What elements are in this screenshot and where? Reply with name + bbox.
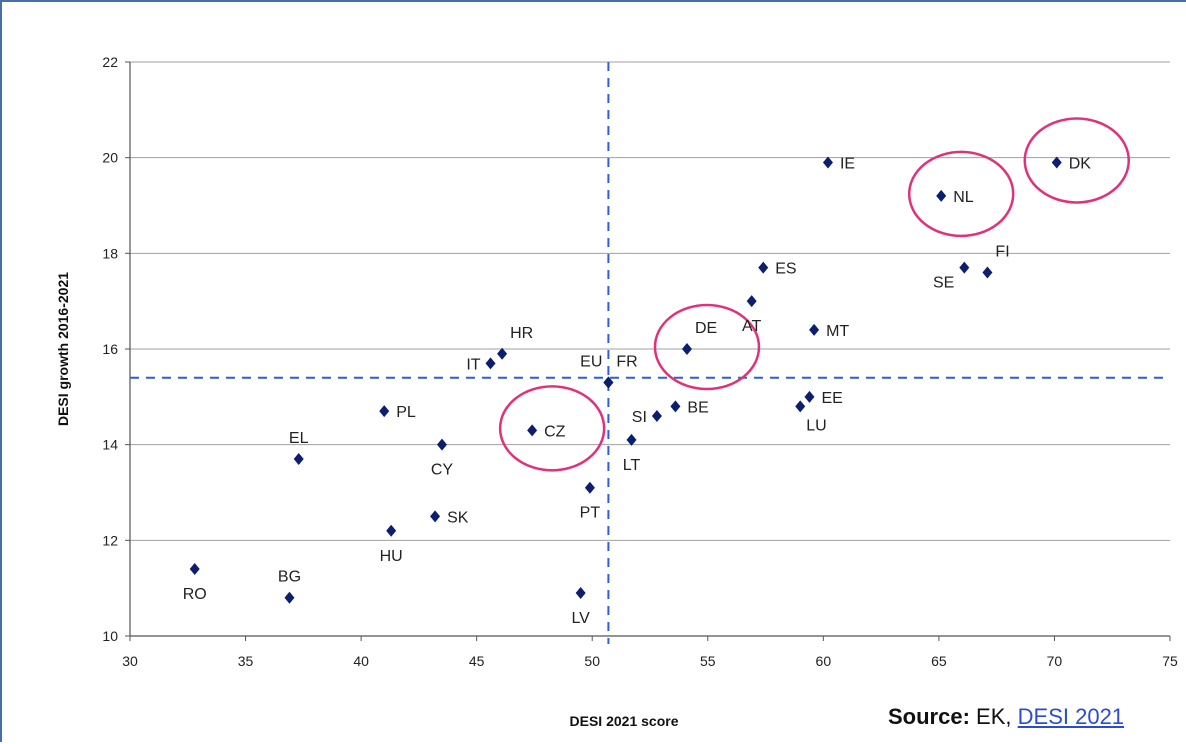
data-point — [485, 357, 496, 370]
point-label: SK — [447, 509, 469, 526]
source-caption: Source: EK, DESI 2021 — [888, 704, 1124, 730]
x-tick-label: 35 — [238, 653, 254, 669]
data-point — [670, 400, 681, 413]
highlight-circle — [907, 150, 1015, 238]
point-label: MT — [826, 323, 849, 340]
y-tick-label: 18 — [102, 245, 118, 261]
x-tick-label: 45 — [469, 653, 485, 669]
data-point — [293, 453, 304, 466]
data-point — [527, 424, 538, 437]
y-tick-label: 12 — [102, 532, 118, 548]
point-label: DK — [1069, 155, 1092, 172]
y-tick-label: 22 — [102, 54, 118, 70]
point-label: CZ — [544, 423, 566, 440]
source-link[interactable]: DESI 2021 — [1017, 704, 1125, 729]
point-label: PT — [580, 505, 601, 522]
y-axis-title: DESI growth 2016-2021 — [55, 272, 71, 426]
x-tick-label: 65 — [931, 653, 947, 669]
point-label: NL — [953, 189, 974, 206]
point-label: EE — [821, 390, 842, 407]
point-label: SI — [632, 409, 647, 426]
x-tick-label: 75 — [1162, 653, 1178, 669]
data-point — [804, 390, 815, 403]
data-point — [758, 261, 769, 274]
x-tick-label: 60 — [816, 653, 832, 669]
data-point — [430, 510, 441, 523]
data-point — [603, 376, 614, 389]
point-label: IT — [466, 356, 480, 373]
data-point — [746, 295, 757, 308]
point-label: AT — [742, 318, 761, 335]
point-label: HR — [510, 325, 533, 342]
data-point — [575, 586, 586, 599]
data-point — [626, 433, 637, 446]
x-tick-label: 70 — [1047, 653, 1063, 669]
data-point — [189, 563, 200, 576]
data-point — [379, 405, 390, 418]
data-point — [795, 400, 806, 413]
source-label: Source: — [888, 704, 970, 729]
data-point — [822, 156, 833, 169]
point-label: SE — [933, 275, 954, 292]
point-label: LV — [571, 610, 590, 627]
highlight-circle — [653, 303, 761, 391]
data-point — [681, 343, 692, 355]
x-tick-label: 30 — [122, 653, 138, 669]
point-label: EU — [580, 353, 602, 370]
point-label: CY — [431, 462, 454, 479]
y-tick-label: 14 — [102, 437, 118, 453]
point-label: PL — [396, 404, 416, 421]
y-tick-label: 20 — [102, 150, 118, 166]
point-label: LU — [806, 417, 826, 434]
x-tick-label: 40 — [353, 653, 369, 669]
x-tick-label: 50 — [584, 653, 600, 669]
x-axis-title: DESI 2021 score — [570, 713, 679, 729]
point-label: FR — [616, 353, 637, 370]
y-tick-label: 16 — [102, 341, 118, 357]
source-text: EK, — [976, 704, 1012, 729]
highlight-circle — [498, 385, 606, 472]
data-point — [982, 266, 993, 279]
point-label: EL — [289, 430, 309, 447]
point-label: HU — [380, 548, 403, 565]
data-point — [809, 323, 820, 336]
point-label: DE — [695, 320, 717, 337]
data-point — [437, 438, 447, 451]
data-point — [959, 261, 970, 274]
data-point — [284, 591, 295, 604]
data-point — [386, 524, 397, 537]
point-label: LT — [623, 457, 641, 474]
data-point — [651, 409, 662, 422]
point-label: RO — [183, 586, 207, 603]
point-label: ES — [775, 261, 796, 278]
highlight-circle — [1023, 117, 1131, 204]
data-point — [1051, 156, 1062, 169]
data-point — [497, 347, 508, 360]
x-tick-label: 55 — [700, 653, 716, 669]
point-label: BE — [687, 399, 708, 416]
y-tick-label: 10 — [102, 628, 118, 644]
point-label: FI — [995, 243, 1009, 260]
data-point — [584, 481, 595, 494]
point-label: IE — [840, 155, 855, 172]
data-point — [936, 189, 947, 202]
point-label: BG — [278, 569, 301, 586]
